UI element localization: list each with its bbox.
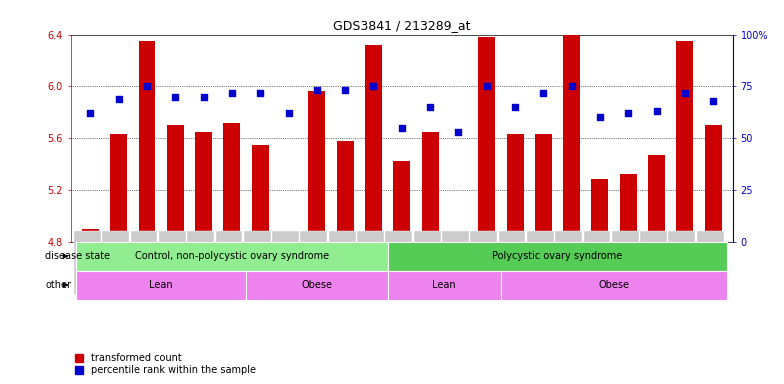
Point [254, 89, 267, 96]
Bar [705, 125, 722, 242]
Title: GDS3841 / 213289_at: GDS3841 / 213289_at [333, 19, 470, 32]
Text: GSM277450: GSM277450 [424, 242, 430, 284]
Bar [365, 45, 382, 242]
Point [424, 104, 437, 110]
Point [339, 88, 351, 94]
Bar [76, 271, 246, 300]
Point [396, 125, 408, 131]
Bar [336, 141, 354, 242]
Bar [450, 239, 467, 242]
Point [84, 110, 96, 116]
Bar [591, 179, 608, 242]
Text: GSM277454: GSM277454 [537, 242, 543, 284]
Text: Obese: Obese [301, 280, 332, 290]
Bar [308, 91, 325, 242]
Text: GSM277445: GSM277445 [282, 242, 289, 284]
Bar [139, 41, 155, 242]
Bar [223, 122, 241, 242]
Text: GSM277438: GSM277438 [85, 242, 90, 284]
Legend: transformed count, percentile rank within the sample: transformed count, percentile rank withi… [75, 353, 256, 375]
Bar [620, 174, 637, 242]
Point [367, 83, 379, 89]
Bar [252, 144, 269, 242]
Text: GSM277452: GSM277452 [481, 242, 487, 284]
Text: Lean: Lean [433, 280, 456, 290]
Point [452, 129, 465, 135]
Point [282, 110, 295, 116]
Text: GSM277458: GSM277458 [651, 242, 656, 284]
Point [537, 89, 550, 96]
Point [198, 94, 210, 100]
Text: GSM277459: GSM277459 [679, 242, 685, 284]
Text: GSM277439: GSM277439 [113, 242, 118, 284]
Point [565, 83, 578, 89]
Point [679, 89, 691, 96]
Bar [387, 271, 501, 300]
Point [622, 110, 634, 116]
Bar [111, 134, 127, 242]
Text: GSM277455: GSM277455 [566, 242, 572, 284]
Bar [648, 155, 665, 242]
Point [593, 114, 606, 121]
Point [650, 108, 662, 114]
Text: GSM277443: GSM277443 [226, 242, 232, 284]
Point [509, 104, 521, 110]
Text: GSM277449: GSM277449 [396, 242, 402, 284]
Text: GSM277457: GSM277457 [622, 242, 628, 284]
Point [481, 83, 493, 89]
Bar [76, 242, 387, 271]
Text: other: other [45, 280, 71, 290]
Text: GSM277460: GSM277460 [707, 242, 713, 284]
Bar [677, 41, 693, 242]
Bar [506, 134, 524, 242]
Bar [387, 242, 728, 271]
Point [310, 88, 323, 94]
Point [226, 89, 238, 96]
Bar [195, 132, 212, 242]
Text: GSM277451: GSM277451 [452, 242, 459, 284]
Bar [478, 37, 495, 242]
Text: Polycystic ovary syndrome: Polycystic ovary syndrome [492, 251, 622, 261]
Point [112, 96, 125, 102]
Bar [394, 161, 410, 242]
Bar [535, 134, 552, 242]
Text: Control, non-polycystic ovary syndrome: Control, non-polycystic ovary syndrome [135, 251, 329, 261]
Bar [563, 0, 580, 242]
Text: GSM277448: GSM277448 [368, 242, 373, 284]
Bar [82, 228, 99, 242]
Text: disease state: disease state [45, 251, 111, 261]
Bar [280, 234, 297, 242]
Point [707, 98, 720, 104]
Bar [167, 125, 183, 242]
Text: GSM277440: GSM277440 [141, 242, 147, 284]
Text: GSM277456: GSM277456 [594, 242, 600, 284]
Text: GSM277446: GSM277446 [311, 242, 317, 284]
Text: Obese: Obese [599, 280, 630, 290]
Text: GSM277442: GSM277442 [198, 242, 204, 284]
Point [169, 94, 182, 100]
Bar [246, 271, 387, 300]
Text: GSM277447: GSM277447 [339, 242, 345, 284]
Point [140, 83, 153, 89]
Text: GSM277441: GSM277441 [169, 242, 176, 284]
Text: Lean: Lean [149, 280, 173, 290]
Text: GSM277453: GSM277453 [509, 242, 515, 284]
Bar [501, 271, 728, 300]
Bar [422, 132, 438, 242]
Text: GSM277444: GSM277444 [254, 242, 260, 284]
